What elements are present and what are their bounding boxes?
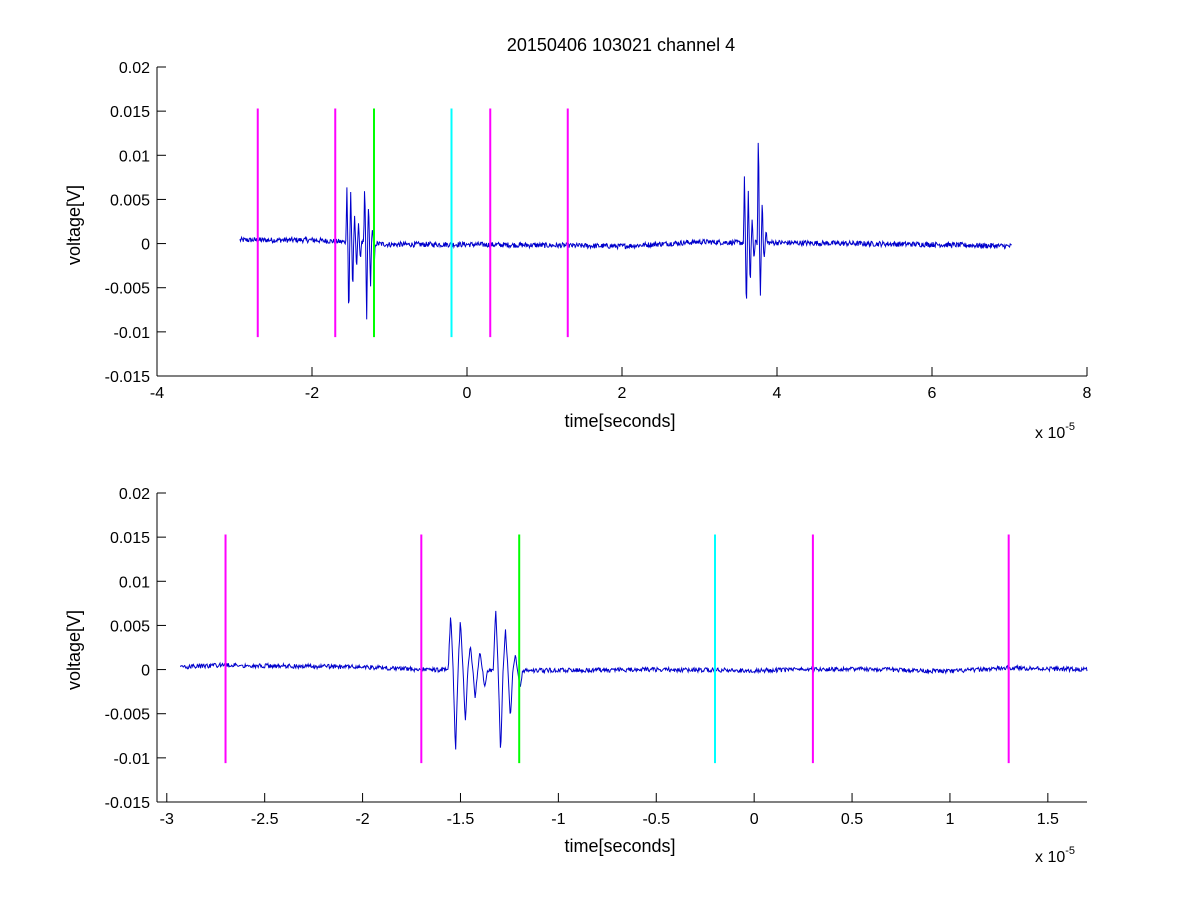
top-x-multiplier: x 10 bbox=[1035, 425, 1065, 442]
bottom-y-tick-label: 0.02 bbox=[119, 486, 150, 503]
figure-title: 20150406 103021 channel 4 bbox=[507, 35, 735, 55]
top-signal-line bbox=[239, 142, 1012, 320]
top-x-exponent-label: x 10-5 bbox=[1035, 421, 1075, 442]
bottom-y-tick-label: 0.015 bbox=[110, 530, 150, 547]
top-y-tick-label: -0.005 bbox=[105, 281, 150, 298]
bottom-y-tick-label: 0.005 bbox=[110, 618, 150, 635]
bottom-x-tick-label: -2.5 bbox=[251, 811, 279, 828]
top-x-tick-label: -2 bbox=[305, 385, 319, 402]
top-x-tick-label: 4 bbox=[773, 385, 782, 402]
bottom-x-tick-label: 0.5 bbox=[841, 811, 863, 828]
top-y-tick-label: 0.01 bbox=[119, 148, 150, 165]
top-x-tick-label: 0 bbox=[463, 385, 472, 402]
top-x-exponent: -5 bbox=[1065, 421, 1075, 433]
bottom-x-tick-label: 1.5 bbox=[1037, 811, 1059, 828]
top-y-tick-label: -0.015 bbox=[105, 369, 150, 386]
bottom-y-tick-label: 0 bbox=[141, 663, 150, 680]
bottom-y-tick-label: 0.01 bbox=[119, 574, 150, 591]
bottom-y-tick-label: -0.015 bbox=[105, 795, 150, 812]
top-y-tick-label: 0.005 bbox=[110, 192, 150, 209]
top-y-axis-label: voltage[V] bbox=[64, 185, 84, 265]
bottom-x-multiplier: x 10 bbox=[1035, 849, 1065, 866]
top-y-tick-label: 0.02 bbox=[119, 60, 150, 77]
bottom-y-axis-label: voltage[V] bbox=[64, 610, 84, 690]
bottom-y-tick-label: -0.005 bbox=[105, 707, 150, 724]
bottom-plot-area: -3 -2.5 -2 -1.5 -1 -0.5 0 0.5 1 1.5 -0.015 -0.01 -0.… bbox=[105, 486, 1088, 828]
top-x-tick-label: -4 bbox=[150, 385, 164, 402]
bottom-x-tick-label: -1 bbox=[551, 811, 565, 828]
bottom-x-exponent-label: x 10-5 bbox=[1035, 845, 1075, 866]
bottom-x-tick-label: -3 bbox=[160, 811, 174, 828]
top-y-tick-label: -0.01 bbox=[114, 325, 151, 342]
bottom-x-exponent: -5 bbox=[1065, 845, 1075, 857]
bottom-signal-line bbox=[180, 610, 1088, 750]
bottom-x-tick-label: 0 bbox=[750, 811, 759, 828]
top-x-tick-label: 8 bbox=[1083, 385, 1092, 402]
top-y-tick-label: 0 bbox=[141, 237, 150, 254]
bottom-x-tick-label: -0.5 bbox=[642, 811, 670, 828]
bottom-panel: -3 -2.5 -2 -1.5 -1 -0.5 0 0.5 1 1.5 -0.015 -0.01 -0.… bbox=[64, 486, 1088, 866]
bottom-x-axis-label: time[seconds] bbox=[564, 836, 675, 856]
bottom-x-tick-label: -2 bbox=[355, 811, 369, 828]
top-y-tick-label: 0.015 bbox=[110, 104, 150, 121]
top-x-tick-label: 2 bbox=[618, 385, 627, 402]
bottom-x-tick-label: -1.5 bbox=[447, 811, 475, 828]
top-panel: -4 -2 0 2 4 6 8 -0.015 -0.01 -0.005 0 0.005 0.01 0.01… bbox=[64, 60, 1092, 442]
top-x-axis-label: time[seconds] bbox=[564, 411, 675, 431]
top-x-tick-label: 6 bbox=[928, 385, 937, 402]
bottom-x-tick-label: 1 bbox=[945, 811, 954, 828]
top-plot-area: -4 -2 0 2 4 6 8 -0.015 -0.01 -0.005 0 0.005 0.01 0.01… bbox=[105, 60, 1092, 402]
bottom-y-tick-label: -0.01 bbox=[114, 751, 151, 768]
